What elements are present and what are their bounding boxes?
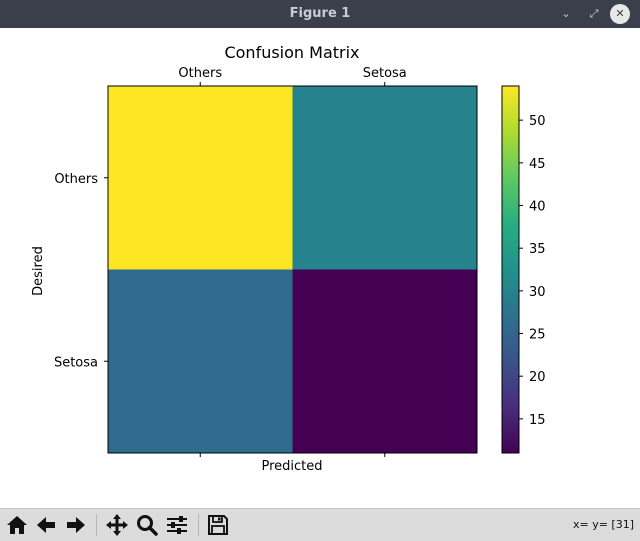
maximize-button[interactable]: ⤢ (589, 7, 599, 20)
heatmap-cell (292, 269, 478, 454)
pan-button[interactable] (104, 513, 130, 537)
zoom-button[interactable] (134, 513, 160, 537)
x-axis-label: Predicted (261, 459, 322, 474)
heatmap-cell (108, 86, 293, 270)
move-icon (106, 514, 128, 536)
home-icon (7, 516, 27, 534)
coordinates-readout: x= y= [31] (572, 518, 634, 531)
window-titlebar: Figure 1 ⌄ ⤢ ✕ (0, 0, 640, 28)
heatmap-cell (292, 86, 478, 270)
subplots-button[interactable] (164, 513, 190, 537)
toolbar-separator (198, 514, 199, 536)
colorbar-tick-label: 35 (529, 242, 546, 257)
magnifier-icon (137, 515, 158, 536)
colorbar-tick-label: 15 (529, 413, 546, 428)
x-tick-label: Others (178, 66, 222, 81)
back-button[interactable] (33, 513, 59, 537)
x-tick-label: Setosa (363, 66, 407, 81)
colorbar-tick-label: 50 (529, 114, 546, 129)
colorbar-tick-label: 45 (529, 157, 546, 172)
colorbar (501, 85, 520, 454)
colorbar-tick-label: 20 (529, 370, 546, 385)
navigation-toolbar: x= y= [31] (0, 508, 640, 541)
colorbar-tick-label: 30 (529, 285, 546, 300)
window-title: Figure 1 (289, 6, 351, 21)
y-tick-label: Others (54, 172, 98, 187)
minimize-button[interactable]: ⌄ (561, 7, 571, 20)
arrow-left-icon (37, 517, 55, 533)
floppy-icon (208, 515, 228, 535)
colorbar-tick-label: 40 (529, 199, 546, 214)
figure-canvas: Confusion Matrix Others Setosa Others Seto… (31, 43, 546, 474)
heatmap-cell (108, 269, 293, 454)
sliders-icon (167, 516, 187, 534)
toolbar-separator (96, 514, 97, 536)
arrow-right-icon (67, 517, 85, 533)
home-button[interactable] (4, 513, 30, 537)
forward-button[interactable] (63, 513, 89, 537)
save-button[interactable] (205, 513, 231, 537)
chart-title: Confusion Matrix (224, 43, 359, 62)
colorbar-tick-label: 25 (529, 328, 546, 343)
axes-frame (107, 85, 478, 454)
y-tick-label: Setosa (54, 355, 98, 370)
close-button[interactable]: ✕ (610, 4, 630, 24)
y-axis-label: Desired (31, 246, 46, 296)
